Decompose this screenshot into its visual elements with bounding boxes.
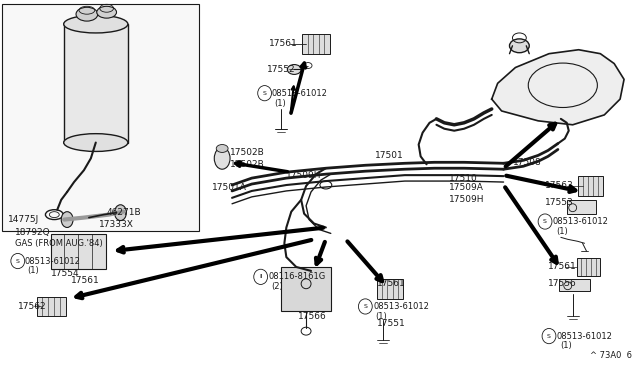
Ellipse shape — [76, 7, 98, 21]
Text: S: S — [262, 91, 267, 96]
Text: 17509H: 17509H — [449, 195, 484, 204]
Text: 17510: 17510 — [449, 174, 478, 183]
Bar — [36, 296, 66, 316]
Text: 46271B: 46271B — [107, 208, 141, 217]
Text: 17501A: 17501A — [212, 183, 247, 192]
Text: 17561: 17561 — [71, 276, 100, 285]
Text: 17502B: 17502B — [230, 160, 265, 169]
Text: 08513-61012: 08513-61012 — [271, 89, 328, 98]
Text: (1): (1) — [275, 99, 286, 108]
Ellipse shape — [64, 15, 128, 33]
Ellipse shape — [509, 39, 529, 53]
Bar — [64, 24, 129, 142]
Text: (2): (2) — [271, 282, 284, 291]
Text: 17508: 17508 — [513, 158, 542, 167]
Text: 08513-61012: 08513-61012 — [373, 302, 429, 311]
Text: 17562: 17562 — [18, 302, 46, 311]
Text: (1): (1) — [375, 312, 387, 321]
Text: 17501: 17501 — [375, 151, 404, 160]
Ellipse shape — [214, 147, 230, 169]
Text: 08116-8161G: 08116-8161G — [269, 272, 326, 281]
Text: 17551: 17551 — [377, 319, 406, 328]
Bar — [51, 234, 106, 269]
Text: 17552: 17552 — [267, 65, 295, 74]
Text: S: S — [364, 304, 367, 309]
Text: 17561: 17561 — [269, 39, 298, 48]
Text: 17556: 17556 — [548, 279, 577, 288]
Text: S: S — [543, 219, 547, 224]
Text: I: I — [259, 274, 262, 279]
Ellipse shape — [64, 134, 128, 151]
Ellipse shape — [115, 205, 126, 221]
Bar — [577, 258, 600, 276]
Polygon shape — [492, 50, 624, 125]
Bar — [567, 200, 596, 214]
Text: S: S — [16, 259, 20, 263]
Ellipse shape — [216, 145, 228, 153]
Text: 17553: 17553 — [545, 198, 574, 207]
Text: 17554: 17554 — [51, 269, 80, 278]
Text: 08513-61012: 08513-61012 — [557, 331, 612, 341]
Bar — [578, 176, 604, 196]
Text: ^ 73A0  6: ^ 73A0 6 — [591, 351, 632, 360]
Text: S: S — [547, 334, 551, 339]
Text: 17566: 17566 — [298, 312, 327, 321]
Bar — [282, 267, 331, 311]
Text: 14775J: 14775J — [8, 215, 39, 224]
Text: 17333X: 17333X — [99, 220, 134, 229]
Text: 18792Q: 18792Q — [15, 228, 51, 237]
Text: 08513-61012: 08513-61012 — [553, 217, 609, 226]
Text: 17502B: 17502B — [230, 148, 265, 157]
Text: GAS (FROM AUG.'84): GAS (FROM AUG.'84) — [15, 239, 102, 248]
Bar — [559, 279, 591, 291]
Text: 17509H: 17509H — [286, 171, 322, 180]
Text: 17509A: 17509A — [449, 183, 484, 192]
Ellipse shape — [97, 6, 116, 18]
Text: 08513-61012: 08513-61012 — [25, 257, 81, 266]
Text: (1): (1) — [560, 341, 572, 350]
Bar — [302, 34, 330, 54]
Ellipse shape — [287, 65, 301, 74]
Text: 17561: 17561 — [548, 263, 577, 272]
Bar — [377, 279, 403, 299]
Bar — [2, 4, 200, 231]
Text: (1): (1) — [556, 227, 568, 236]
Ellipse shape — [61, 212, 73, 227]
Text: 17561: 17561 — [377, 279, 406, 288]
Text: (1): (1) — [28, 266, 40, 275]
Text: 17563: 17563 — [545, 182, 574, 190]
